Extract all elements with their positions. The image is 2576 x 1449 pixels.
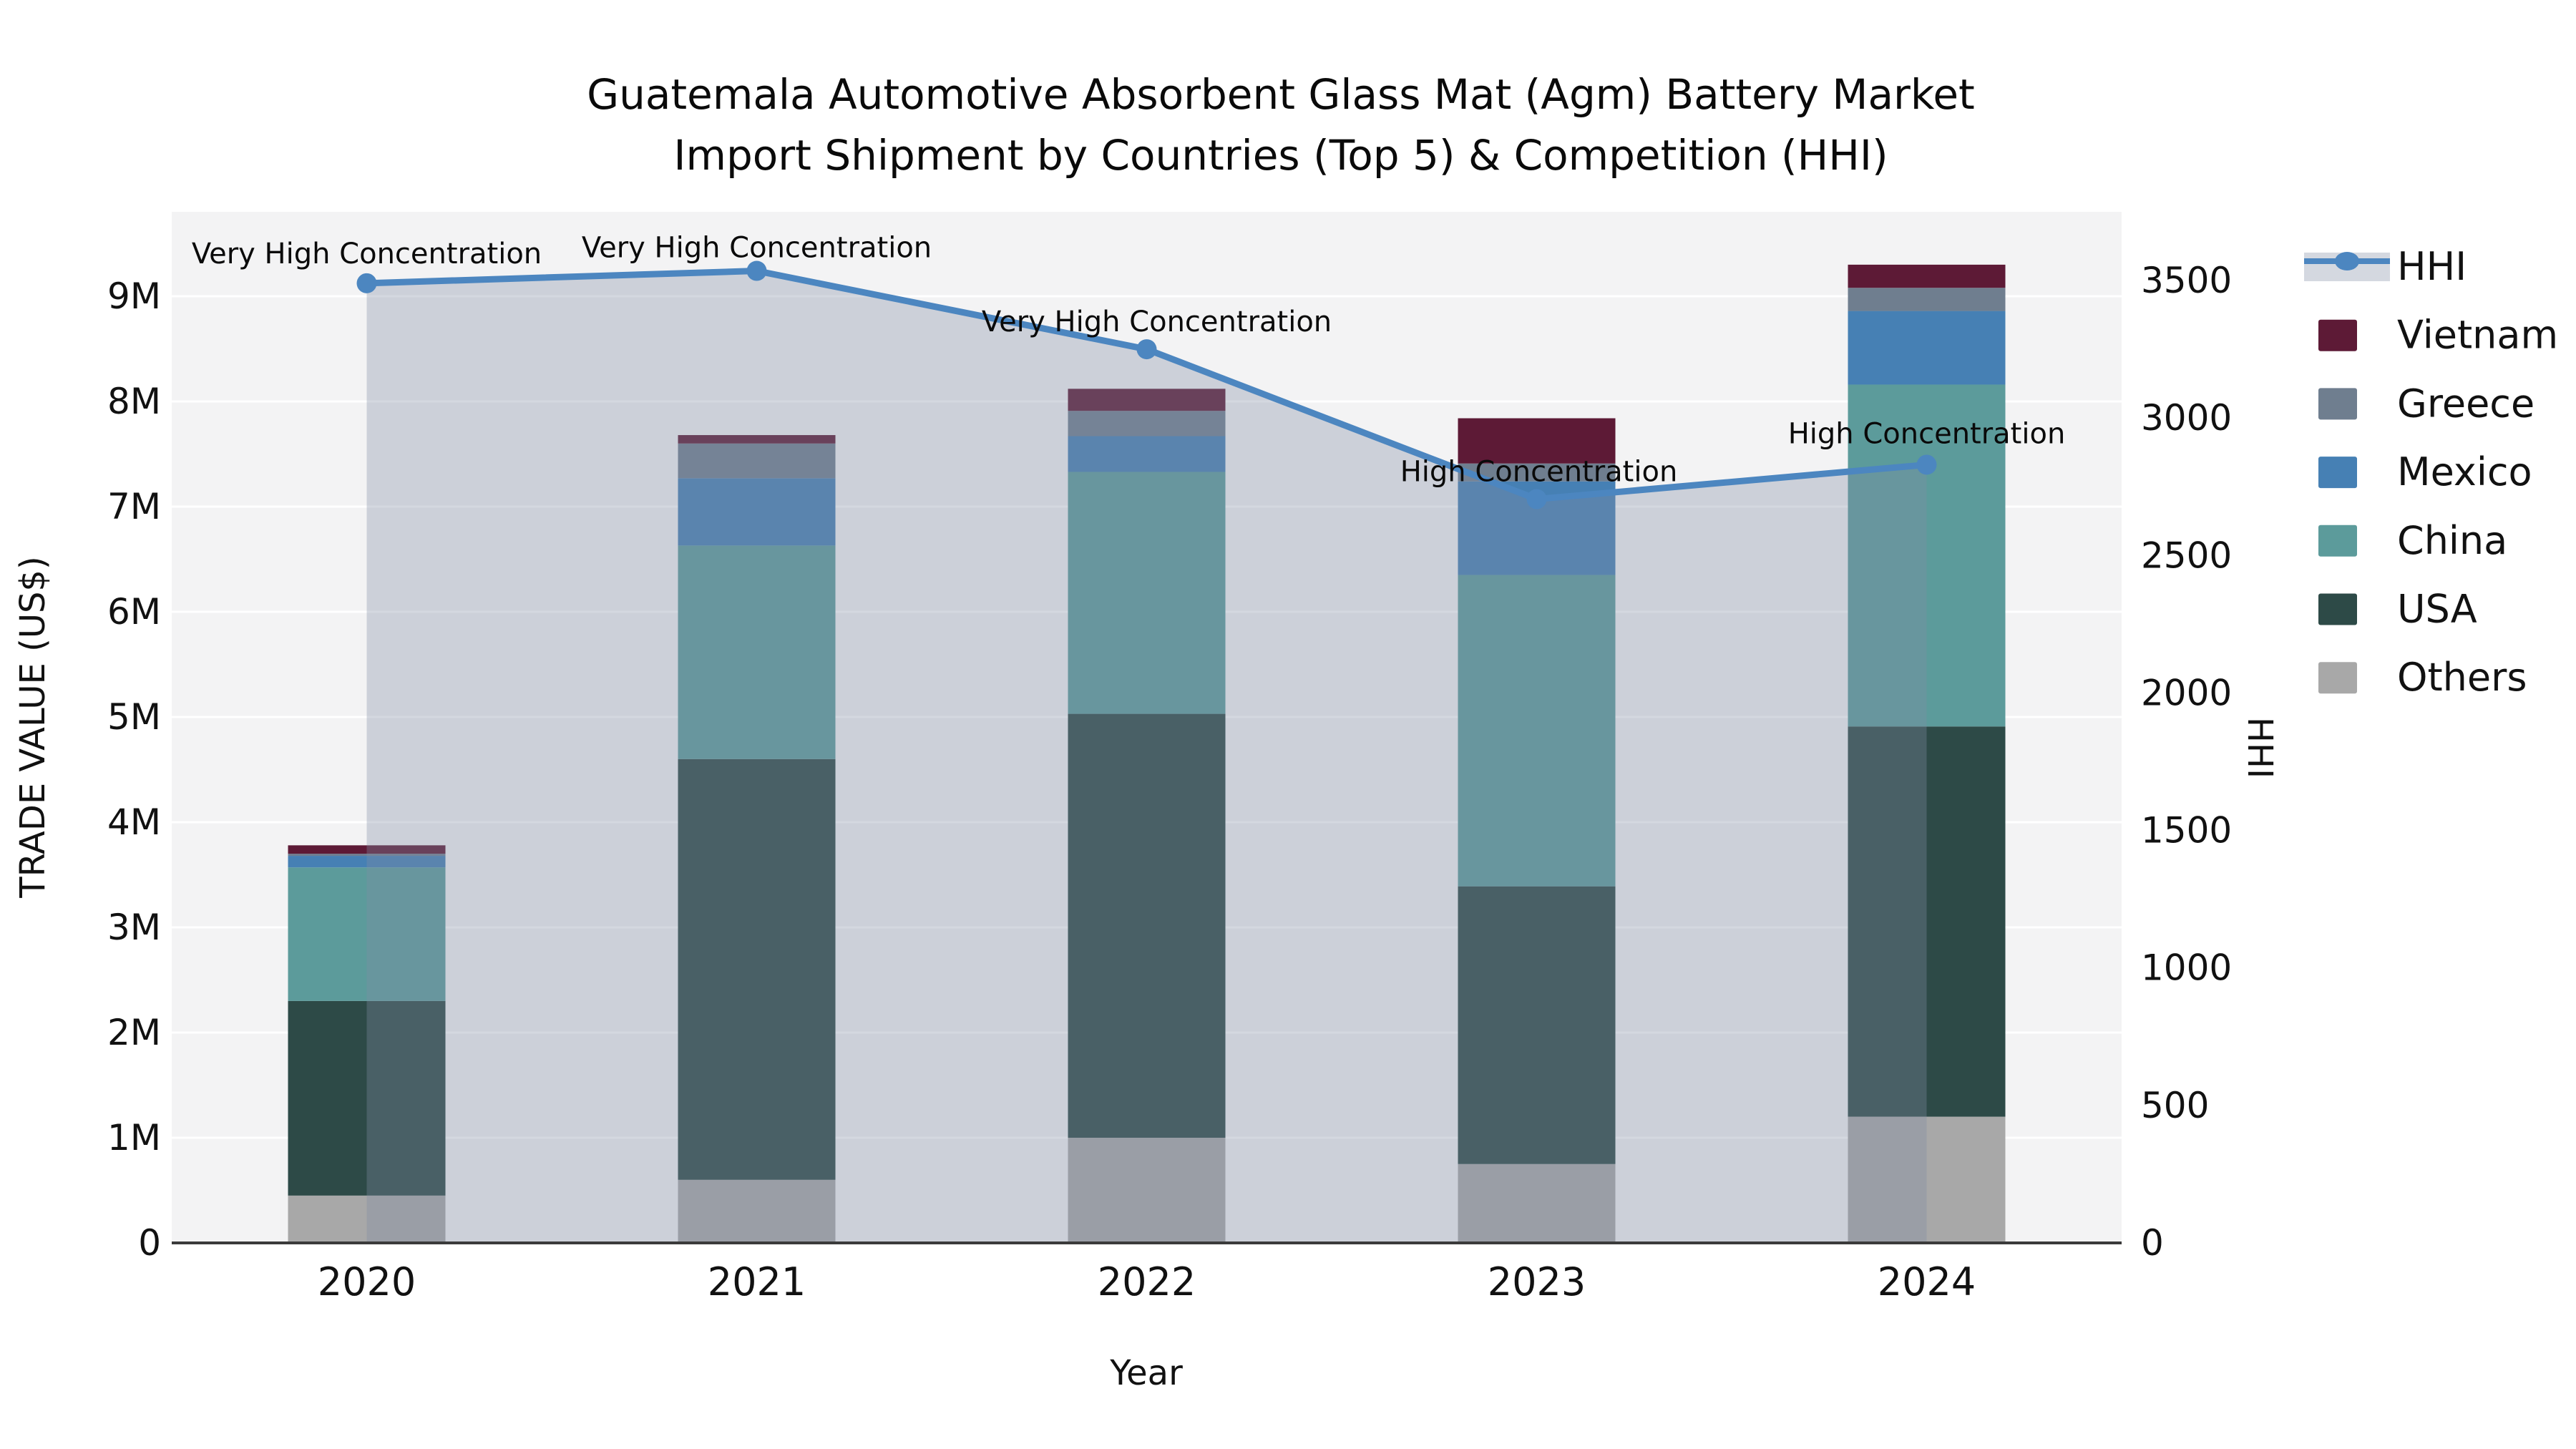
- bar-segment-vietnam-2024: [1848, 264, 2006, 288]
- y-right-tick-2000: 2000: [2141, 672, 2232, 713]
- bar-segment-mexico-2022: [1068, 436, 1226, 472]
- bar-segment-greece-2022: [1068, 411, 1226, 436]
- bar-segment-others-2023: [1458, 1163, 1616, 1243]
- chart-title-line1: Guatemala Automotive Absorbent Glass Mat…: [587, 70, 1975, 119]
- bar-segment-china-2023: [1458, 575, 1616, 887]
- bar-segment-mexico-2024: [1848, 311, 2006, 385]
- legend-swatch-china: [2318, 525, 2357, 557]
- x-tick-2023: 2023: [1488, 1259, 1586, 1304]
- legend-item-mexico[interactable]: Mexico: [2318, 449, 2532, 494]
- legend-label-vietnam: Vietnam: [2397, 313, 2558, 358]
- bar-segment-greece-2020: [288, 854, 446, 857]
- legend-label-mexico: Mexico: [2397, 449, 2532, 494]
- hhi-area-fill: [366, 270, 1927, 1242]
- bar-segment-vietnam-2020: [288, 845, 446, 854]
- legend-swatch-usa: [2318, 593, 2357, 625]
- x-tick-2021: 2021: [708, 1259, 806, 1304]
- y-right-tick-3000: 3000: [2141, 397, 2232, 439]
- bar-segment-others-2024: [1848, 1116, 2006, 1243]
- y-right-tick-1000: 1000: [2141, 947, 2232, 989]
- hhi-legend-marker: [2335, 252, 2359, 270]
- legend-swatch-mexico: [2318, 457, 2357, 489]
- chart-title-line2: Import Shipment by Countries (Top 5) & C…: [673, 131, 1888, 180]
- y-left-tick-1M: 1M: [107, 1117, 161, 1158]
- legend-item-hhi[interactable]: HHI: [2304, 244, 2467, 289]
- y-left-tick-5M: 5M: [107, 696, 161, 738]
- bar-segment-mexico-2020: [288, 856, 446, 868]
- bar-segment-china-2021: [678, 545, 836, 759]
- bar-segment-others-2020: [288, 1195, 446, 1243]
- y-left-tick-7M: 7M: [107, 486, 161, 527]
- bar-segment-china-2024: [1848, 384, 2006, 727]
- legend-swatch-others: [2318, 662, 2357, 694]
- hhi-marker-2023: [1526, 489, 1547, 509]
- legend-item-china[interactable]: China: [2318, 518, 2507, 563]
- bar-segment-usa-2023: [1458, 886, 1616, 1164]
- legend-item-greece[interactable]: Greece: [2318, 381, 2534, 426]
- y-left-tick-6M: 6M: [107, 591, 161, 633]
- bar-segment-china-2020: [288, 867, 446, 1001]
- legend-label-hhi: HHI: [2397, 244, 2467, 289]
- y-left-tick-2M: 2M: [107, 1012, 161, 1053]
- y-right-tick-0: 0: [2141, 1222, 2164, 1264]
- right-axis-title: HHI: [2240, 717, 2280, 779]
- y-right-tick-1500: 1500: [2141, 810, 2232, 852]
- plot-area: Very High Concentration Very High Concent…: [107, 212, 2232, 1304]
- legend-label-others: Others: [2397, 655, 2527, 700]
- legend-swatch-greece: [2318, 388, 2357, 420]
- legend-swatch-vietnam: [2318, 319, 2357, 351]
- legend-label-greece: Greece: [2397, 381, 2534, 426]
- x-tick-2022: 2022: [1098, 1259, 1196, 1304]
- hhi-annotation-2021: Very High Concentration: [582, 232, 932, 265]
- x-tick-2024: 2024: [1878, 1259, 1976, 1304]
- bar-segment-mexico-2021: [678, 478, 836, 546]
- hhi-marker-2021: [746, 260, 767, 281]
- x-tick-2020: 2020: [318, 1259, 416, 1304]
- bar-segment-vietnam-2023: [1458, 418, 1616, 464]
- legend-label-china: China: [2397, 518, 2507, 563]
- legend-label-usa: USA: [2397, 587, 2477, 632]
- legend-item-others[interactable]: Others: [2318, 655, 2527, 700]
- y-left-tick-8M: 8M: [107, 381, 161, 422]
- hhi-marker-2020: [356, 273, 377, 293]
- legend: HHI Vietnam Greece Mexico China USA Others: [2304, 244, 2558, 700]
- y-axis-title: TRADE VALUE (US$): [13, 556, 53, 898]
- hhi-annotation-2022: Very High Concentration: [982, 306, 1332, 338]
- bar-segment-others-2021: [678, 1179, 836, 1243]
- x-axis-title: Year: [1109, 1353, 1183, 1393]
- bar-segment-vietnam-2021: [678, 435, 836, 444]
- bar-segment-vietnam-2022: [1068, 389, 1226, 411]
- y-left-tick-4M: 4M: [107, 801, 161, 843]
- bar-segment-greece-2024: [1848, 288, 2006, 311]
- bar-segment-usa-2021: [678, 758, 836, 1180]
- hhi-marker-2022: [1136, 339, 1157, 360]
- legend-item-vietnam[interactable]: Vietnam: [2318, 313, 2558, 358]
- bar-segment-greece-2021: [678, 443, 836, 479]
- legend-item-usa[interactable]: USA: [2318, 587, 2477, 632]
- y-right-tick-3500: 3500: [2141, 260, 2232, 301]
- bar-segment-china-2022: [1068, 472, 1226, 714]
- y-left-tick-3M: 3M: [107, 907, 161, 948]
- y-right-tick-500: 500: [2141, 1085, 2209, 1126]
- hhi-annotation-2024: High Concentration: [1788, 417, 2066, 450]
- hhi-annotation-2023: High Concentration: [1400, 456, 1678, 489]
- hhi-marker-2024: [1916, 454, 1937, 475]
- y-left-tick-0: 0: [138, 1222, 161, 1264]
- bar-segment-others-2022: [1068, 1138, 1226, 1243]
- bar-segment-usa-2020: [288, 1000, 446, 1196]
- hhi-annotation-2020: Very High Concentration: [192, 238, 542, 270]
- bar-segment-usa-2024: [1848, 726, 2006, 1117]
- bar-segment-usa-2022: [1068, 713, 1226, 1138]
- y-right-tick-2500: 2500: [2141, 535, 2232, 576]
- y-left-tick-9M: 9M: [107, 275, 161, 317]
